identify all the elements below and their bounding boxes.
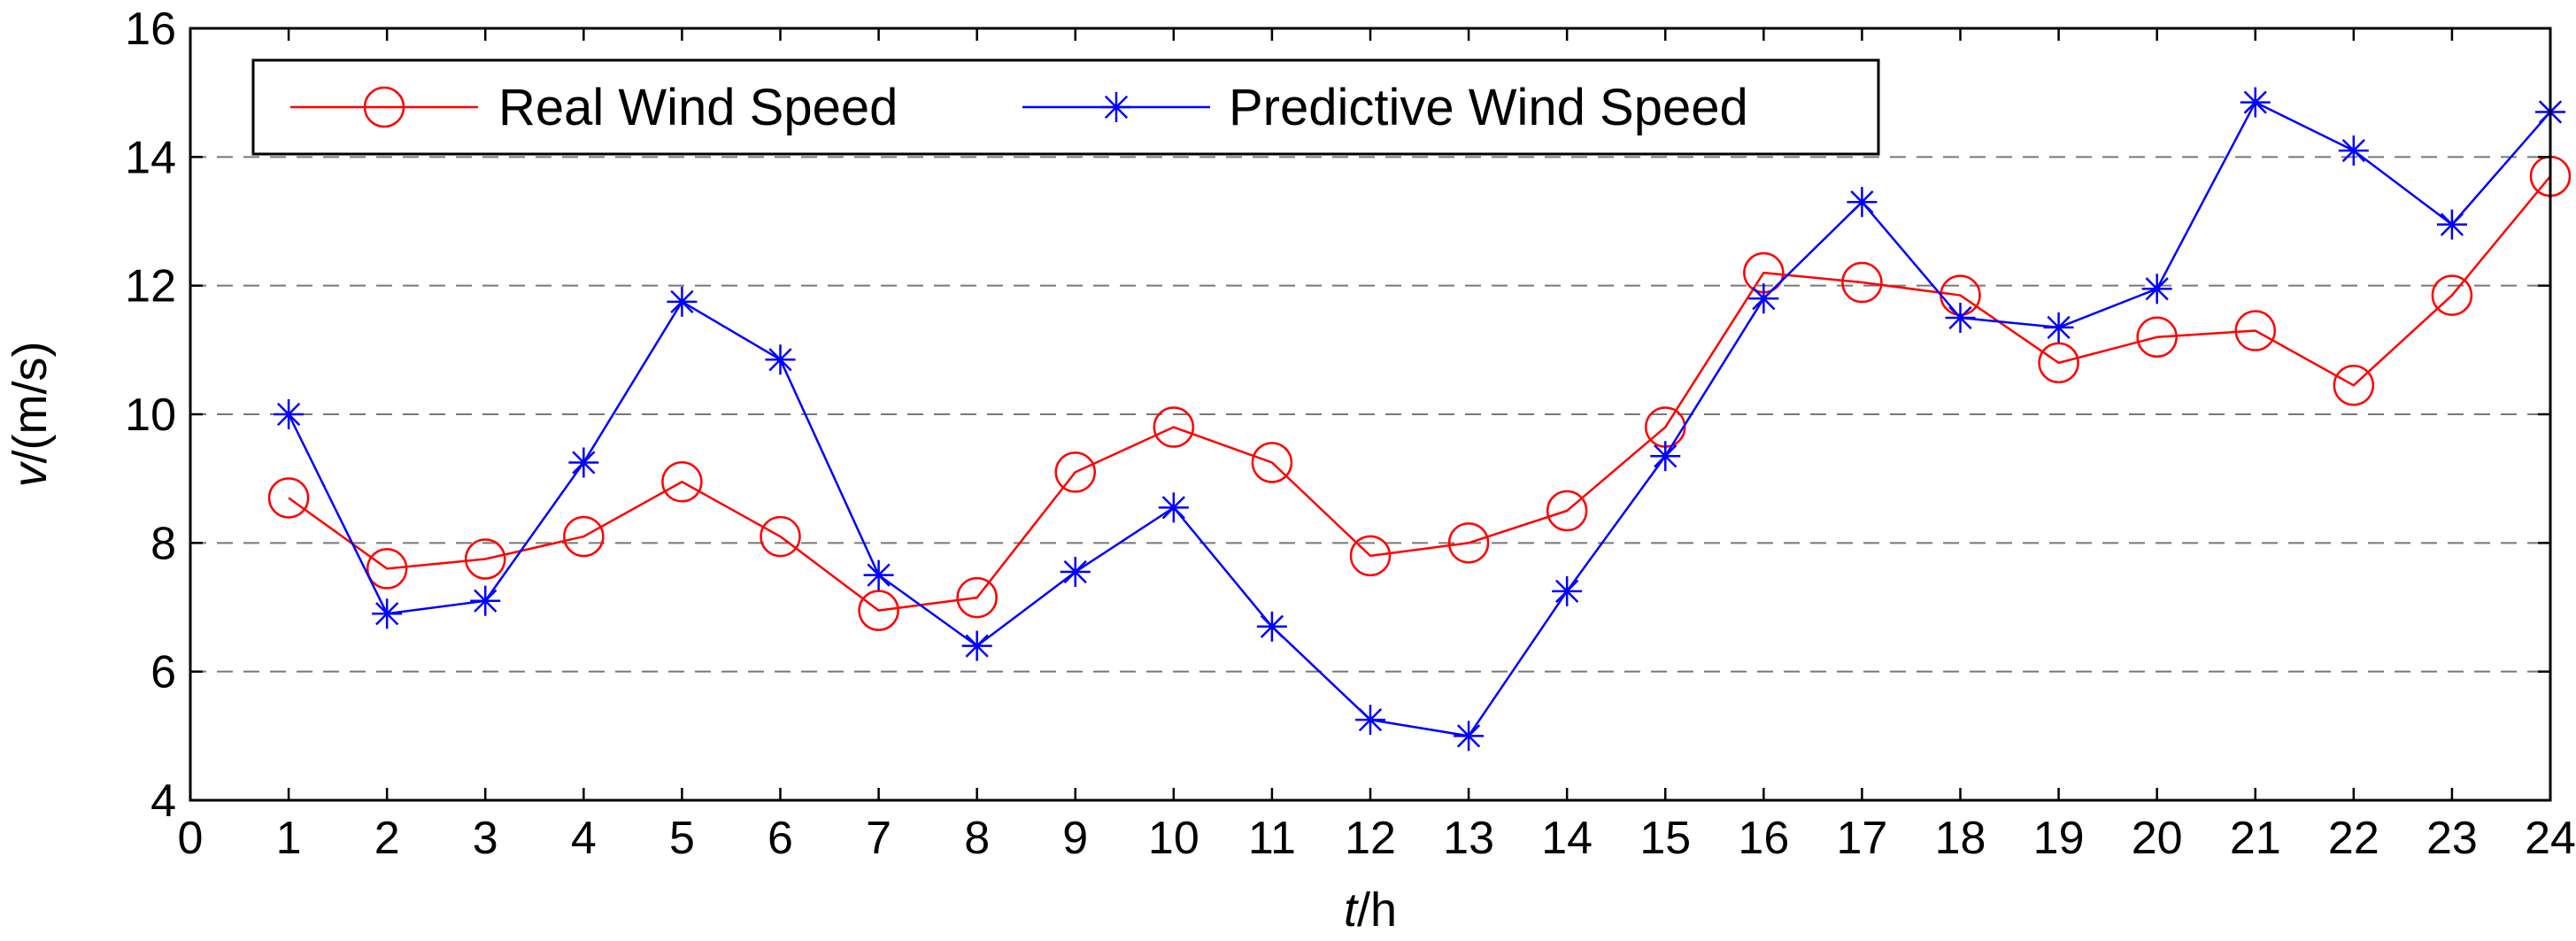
x-tick-label-3: 3 [473,813,498,864]
series-1 [274,87,2565,752]
point-s0-3 [465,538,506,580]
x-tick-label-13: 13 [1443,813,1494,864]
point-s1-16 [1748,283,1779,314]
point-s0-11 [1251,442,1293,483]
x-tick-label-22: 22 [2328,813,2379,864]
point-s1-15 [1650,441,1681,472]
y-tick-label-14: 14 [125,132,176,183]
point-s0-9 [1054,451,1096,493]
x-tick-label-17: 17 [1836,813,1887,864]
point-s0-7 [858,590,899,631]
legend-pred-marker [1101,92,1131,122]
point-s0-19 [2038,342,2079,384]
point-s1-11 [1256,611,1287,642]
point-s1-18 [1945,303,1976,333]
x-tick-label-7: 7 [866,813,891,864]
point-s0-23 [2431,274,2473,316]
x-tick-label-1: 1 [276,813,302,864]
point-s0-17 [1841,261,1883,304]
x-tick-label-6: 6 [767,813,793,864]
x-tick-label-15: 15 [1639,813,1691,864]
x-tick-label-11: 11 [1248,813,1296,864]
grid-lines [190,156,2550,673]
point-s1-9 [1060,557,1091,588]
series-layer [267,87,2572,752]
y-tick-label-4: 4 [150,775,176,827]
point-s1-2 [372,598,403,629]
point-s1-8 [961,630,992,661]
x-tick-label-14: 14 [1541,813,1593,864]
point-s0-22 [2333,365,2375,406]
point-s0-20 [2136,316,2178,359]
point-s1-6 [765,344,796,375]
x-tick-label-16: 16 [1738,813,1789,864]
x-tick-label-21: 21 [2230,813,2281,864]
point-s1-17 [1847,187,1878,218]
x-tick-label-0: 0 [178,813,204,864]
legend-entry-predictive: Predictive Wind Speed [1022,79,1748,136]
x-axis-label: t/h [1344,883,1397,937]
point-s0-14 [1546,490,1588,532]
x-tick-label-23: 23 [2426,813,2478,864]
y-tick-label-6: 6 [150,647,176,698]
point-s1-19 [2043,312,2074,343]
x-tick-label-10: 10 [1148,813,1199,864]
series-line-0 [288,175,2551,612]
point-s0-10 [1153,406,1195,448]
point-s1-22 [2338,135,2369,166]
x-tick-label-12: 12 [1345,813,1396,864]
x-tick-label-5: 5 [669,813,695,864]
legend-pred-label: Predictive Wind Speed [1229,79,1748,136]
point-s0-1 [267,477,310,519]
point-s0-21 [2234,310,2276,351]
x-tick-label-8: 8 [964,813,990,864]
series-0 [267,155,2572,631]
point-s1-1 [274,399,305,429]
y-axis-label: v/(m/s) [4,342,57,488]
point-s0-5 [661,461,703,503]
point-s0-13 [1447,522,1490,564]
point-s0-6 [760,515,801,558]
legend: Real Wind Speed Predictive Wind Speed [251,58,1880,156]
point-s0-4 [563,515,605,558]
point-s1-7 [863,559,894,590]
point-s1-12 [1355,705,1385,736]
point-s1-4 [568,447,599,478]
point-s0-8 [956,576,998,619]
series-line-1 [287,101,2551,737]
x-tick-label-19: 19 [2033,813,2085,864]
x-tick-label-4: 4 [571,813,597,864]
x-tick-label-20: 20 [2132,813,2183,864]
x-tick-label-24: 24 [2525,813,2576,864]
y-tick-label-8: 8 [150,518,176,569]
point-s1-14 [1552,575,1583,606]
y-tick-label-16: 16 [125,4,176,55]
point-s1-20 [2141,274,2172,305]
point-s1-23 [2436,209,2467,240]
point-s1-13 [1454,721,1485,752]
legend-entry-real: Real Wind Speed [290,79,898,136]
legend-real-marker [363,86,405,128]
point-s1-10 [1158,492,1189,523]
x-tick-label-9: 9 [1062,813,1088,864]
y-tick-label-12: 12 [125,261,176,312]
legend-real-label: Real Wind Speed [498,79,898,136]
point-s1-3 [470,585,501,616]
point-s1-5 [667,286,698,317]
point-s0-12 [1349,535,1392,577]
x-tick-label-18: 18 [1935,813,1986,864]
y-tick-label-10: 10 [125,390,176,441]
point-s0-2 [366,548,408,590]
x-tick-label-2: 2 [374,813,400,864]
point-s1-21 [2240,87,2271,118]
